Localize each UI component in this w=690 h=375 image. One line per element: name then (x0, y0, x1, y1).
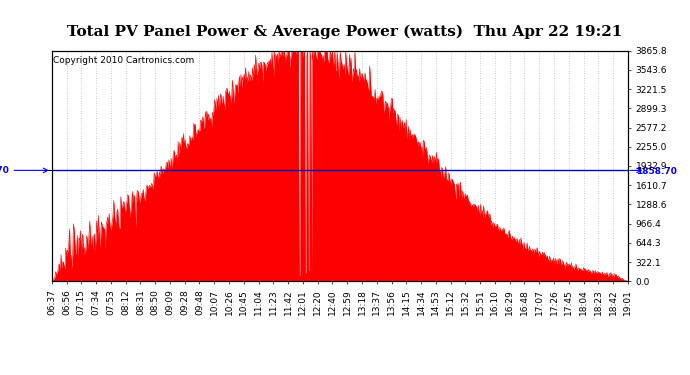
Text: Copyright 2010 Cartronics.com: Copyright 2010 Cartronics.com (53, 56, 194, 65)
Text: 1858.70: 1858.70 (0, 166, 48, 175)
Text: Total PV Panel Power & Average Power (watts)  Thu Apr 22 19:21: Total PV Panel Power & Average Power (wa… (68, 24, 622, 39)
